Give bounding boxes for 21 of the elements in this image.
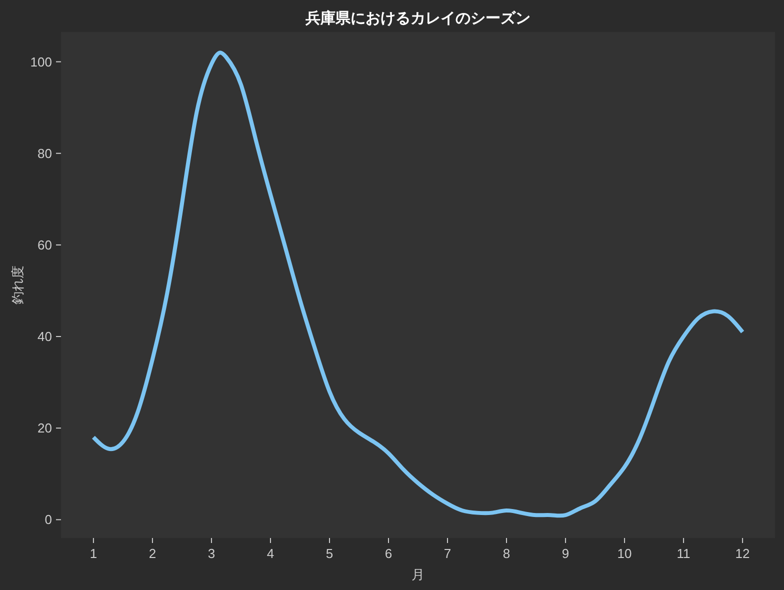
x-tick-label: 6 [384,546,392,561]
x-tick-label: 5 [326,546,334,561]
y-axis-title: 釣れ度 [10,266,25,304]
x-tick-label: 2 [148,546,156,561]
y-tick-label: 40 [38,329,52,344]
y-tick-label: 20 [38,420,52,436]
y-tick-label: 80 [38,146,52,161]
x-tick-label: 10 [617,546,632,561]
x-axis-title: 月 [412,567,424,582]
x-tick-label: 8 [502,546,510,561]
y-tick-label: 100 [30,54,52,70]
y-tick-label: 0 [44,512,52,528]
x-tick-label: 3 [208,546,216,561]
chart-title: 兵庫県におけるカレイのシーズン [304,9,530,27]
x-tick-label: 4 [266,546,274,561]
x-tick-label: 1 [90,546,98,561]
y-tick-label: 60 [38,237,52,252]
x-tick-label: 11 [676,546,690,561]
x-tick-label: 12 [735,546,750,561]
x-tick-label: 7 [444,546,452,561]
x-tick-label: 9 [562,546,570,561]
